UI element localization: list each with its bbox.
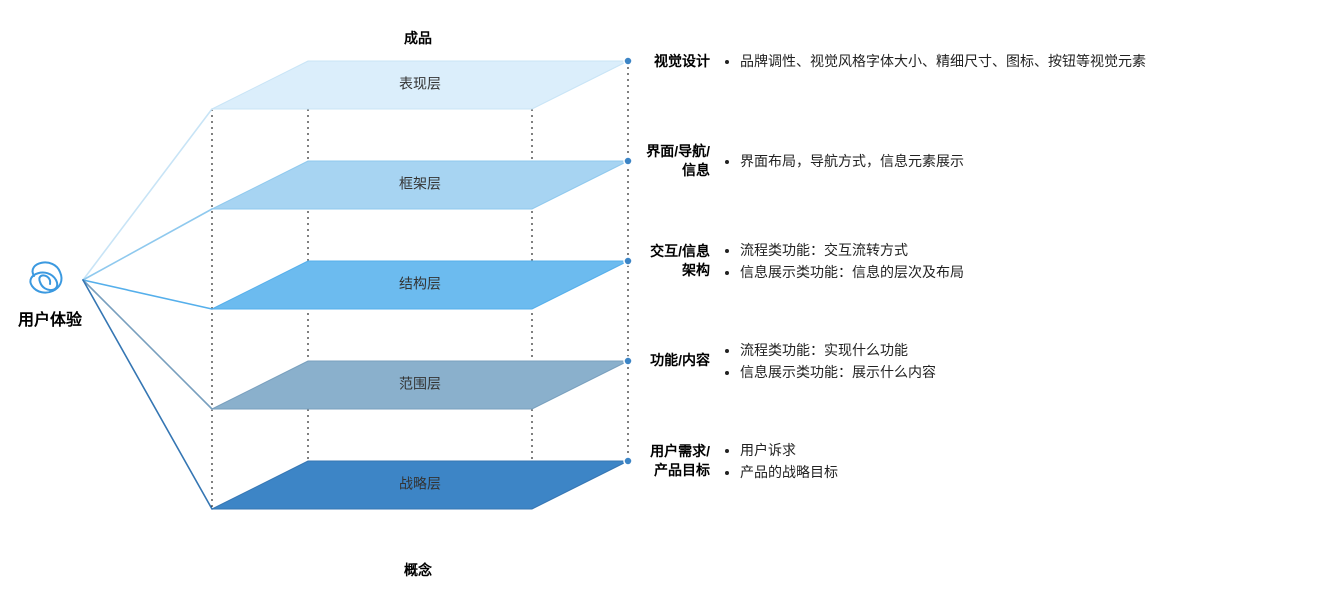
detail-bullets-surface: 品牌调性、视觉风格字体大小、精细尺寸、图标、按钮等视觉元素	[722, 50, 1146, 72]
detail-bullet: 界面布局，导航方式，信息元素展示	[740, 150, 964, 172]
axis-label-top: 成品	[404, 28, 432, 48]
axis-label-bottom: 概念	[404, 560, 432, 580]
detail-bullets-structure: 流程类功能：交互流转方式信息展示类功能：信息的层次及布局	[722, 239, 964, 284]
plate-surface: 表现层	[212, 61, 628, 109]
detail-skeleton: 界面/导航/信息 界面布局，导航方式，信息元素展示	[640, 142, 964, 180]
plate-strategy: 战略层	[212, 461, 628, 509]
plate-label-scope: 范围层	[399, 376, 441, 392]
detail-strategy: 用户需求/产品目标用户诉求产品的战略目标	[640, 439, 838, 484]
detail-heading-strategy: 用户需求/产品目标	[640, 442, 710, 480]
detail-heading-line: 功能/内容	[640, 351, 710, 370]
detail-heading-surface: 视觉设计	[640, 52, 710, 71]
plate-label-structure: 结构层	[399, 276, 441, 292]
detail-bullets-skeleton: 界面布局，导航方式，信息元素展示	[722, 150, 964, 172]
detail-heading-line: 交互/信息	[640, 242, 710, 261]
detail-scope: 功能/内容流程类功能：实现什么功能信息展示类功能：展示什么内容	[640, 339, 936, 384]
detail-heading-line: 视觉设计	[640, 52, 710, 71]
detail-heading-line: 信息	[640, 161, 710, 180]
detail-bullet: 品牌调性、视觉风格字体大小、精细尺寸、图标、按钮等视觉元素	[740, 50, 1146, 72]
diagram-svg: 表现层框架层结构层范围层战略层	[0, 0, 1320, 602]
plate-label-strategy: 战略层	[399, 476, 441, 492]
detail-bullet: 信息展示类功能：信息的层次及布局	[740, 261, 964, 283]
detail-bullets-scope: 流程类功能：实现什么功能信息展示类功能：展示什么内容	[722, 339, 936, 384]
detail-heading-line: 界面/导航/	[640, 142, 710, 161]
diagram-stage: 表现层框架层结构层范围层战略层用户体验成品概念视觉设计品牌调性、视觉风格字体大小…	[0, 0, 1320, 602]
detail-bullet: 产品的战略目标	[740, 461, 838, 483]
plate-label-skeleton: 框架层	[399, 176, 441, 192]
detail-bullet: 信息展示类功能：展示什么内容	[740, 361, 936, 383]
detail-bullets-strategy: 用户诉求产品的战略目标	[722, 439, 838, 484]
detail-bullet: 流程类功能：实现什么功能	[740, 339, 936, 361]
plate-structure: 结构层	[212, 261, 628, 309]
plates: 表现层框架层结构层范围层战略层	[212, 61, 628, 509]
detail-structure: 交互/信息架构流程类功能：交互流转方式信息展示类功能：信息的层次及布局	[640, 239, 964, 284]
detail-bullet: 流程类功能：交互流转方式	[740, 239, 964, 261]
root-icon	[30, 262, 61, 292]
plate-skeleton: 框架层	[212, 161, 628, 209]
detail-heading-line: 产品目标	[640, 461, 710, 480]
root-label: 用户体验	[18, 306, 82, 330]
detail-heading-skeleton: 界面/导航/信息	[640, 142, 710, 180]
detail-heading-scope: 功能/内容	[640, 351, 710, 370]
spread-lines	[83, 109, 212, 509]
detail-surface: 视觉设计 品牌调性、视觉风格字体大小、精细尺寸、图标、按钮等视觉元素	[640, 50, 1146, 72]
detail-bullet: 用户诉求	[740, 439, 838, 461]
detail-heading-line: 用户需求/	[640, 442, 710, 461]
detail-heading-line: 架构	[640, 261, 710, 280]
plate-label-surface: 表现层	[399, 76, 441, 92]
detail-heading-structure: 交互/信息架构	[640, 242, 710, 280]
plate-scope: 范围层	[212, 361, 628, 409]
